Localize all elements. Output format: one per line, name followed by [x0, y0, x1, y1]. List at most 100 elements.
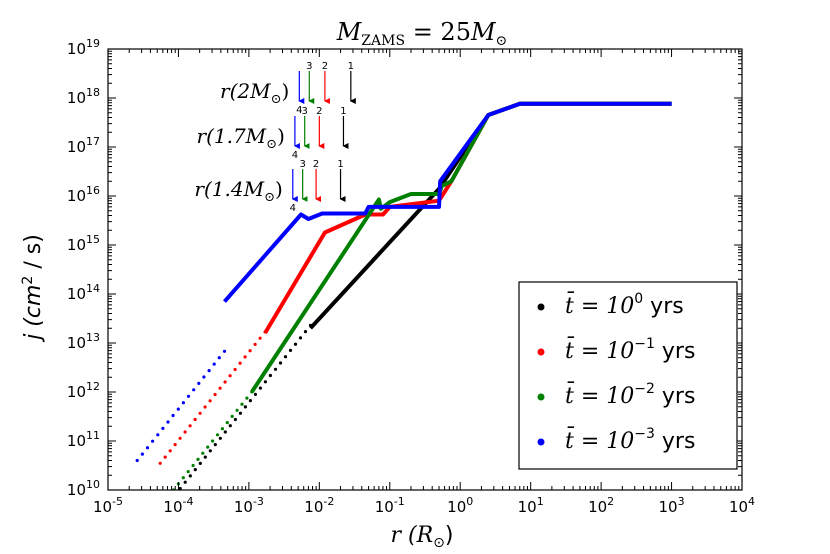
- legend-label: t̄ = 10−3 yrs: [565, 426, 695, 454]
- series-3-point: [202, 375, 206, 379]
- legend-label: t̄ = 10−2 yrs: [565, 381, 695, 409]
- radius-arrow-label: 3: [302, 106, 308, 117]
- series-3-point: [212, 362, 216, 366]
- series-0-point: [174, 493, 177, 496]
- x-tick-label: 10-2: [304, 495, 334, 516]
- x-tick-label: 103: [659, 495, 685, 516]
- series-0-point: [223, 430, 227, 434]
- series-1-point: [183, 430, 187, 434]
- series-3-point: [222, 349, 227, 353]
- series-3-point: [156, 433, 160, 437]
- series-2-point: [235, 408, 239, 412]
- plot-frame: [107, 48, 743, 491]
- x-tick-label: 104: [729, 495, 755, 516]
- series-1-point: [173, 443, 177, 447]
- series-2-point: [240, 402, 244, 406]
- y-tick-label: 1013: [67, 331, 100, 352]
- series-0-point: [298, 336, 303, 340]
- series-0-point: [228, 424, 232, 428]
- series-1-point: [203, 405, 207, 409]
- chart-title: MZAMS = 25M⊙: [336, 18, 508, 49]
- series-0-point: [248, 399, 252, 403]
- series-3-point: [186, 394, 191, 398]
- series-0-point: [303, 330, 308, 334]
- series-1-point: [188, 424, 192, 428]
- series-1-point: [218, 386, 222, 390]
- series-3-point: [151, 439, 155, 443]
- series-1-point: [158, 461, 162, 465]
- series-3-line: [222, 101, 672, 303]
- radius-arrow-label: 2: [322, 61, 328, 72]
- y-tick-label: 1016: [67, 184, 100, 205]
- plot-area: [135, 101, 672, 496]
- legend-marker: [537, 348, 545, 356]
- x-tick-label: 100: [447, 495, 473, 516]
- series-0-point: [203, 455, 207, 459]
- series-2-point: [196, 457, 200, 461]
- series-0-point: [178, 486, 182, 490]
- series-1-point: [213, 392, 217, 397]
- series-0-point: [208, 449, 212, 453]
- series-2-point: [230, 414, 234, 418]
- y-tick-label: 1014: [67, 282, 100, 303]
- radius-arrow-label: 4: [296, 105, 302, 116]
- radius-arrow-label: 1: [337, 159, 343, 170]
- series-0-point: [238, 411, 242, 415]
- y-tick-label: 1017: [67, 135, 100, 156]
- series-1-point: [223, 380, 227, 384]
- y-tick-label: 1019: [67, 37, 100, 58]
- series-3-point: [192, 388, 196, 392]
- series-0-point: [258, 386, 262, 390]
- series-1-point: [233, 367, 237, 372]
- series-3-point: [140, 452, 144, 456]
- series-2-point: [201, 451, 205, 455]
- radius-arrow-label: 4: [290, 203, 296, 214]
- legend-marker: [537, 393, 545, 401]
- x-axis-label: r (R⊙): [391, 523, 454, 551]
- series-3: [135, 101, 672, 463]
- y-tick-label: 1015: [67, 233, 100, 254]
- series-2-point: [186, 470, 190, 474]
- radius-arrow-label: 3: [306, 61, 312, 72]
- x-tick-label: 10-5: [93, 495, 123, 516]
- series-1-point: [168, 449, 172, 453]
- radius-annotation-0: 43 2 1r(2M⊙): [220, 61, 356, 116]
- series-0-point: [233, 417, 237, 422]
- series-0-point: [193, 468, 197, 472]
- series-3-point: [181, 401, 185, 405]
- series-3-point: [145, 446, 150, 450]
- series-3-point: [135, 458, 139, 463]
- axes: 10-5 10-4 10-3 10-2 10-1 100 101 102 103 104 1010 1…: [67, 37, 755, 516]
- series-3-point: [161, 426, 165, 430]
- series-0-point: [198, 461, 202, 465]
- series-0-point: [188, 474, 192, 478]
- y-tick-label: 1011: [67, 429, 100, 450]
- x-tick-label: 102: [588, 495, 614, 516]
- series-0-point: [268, 373, 272, 378]
- series-0-point: [283, 355, 288, 359]
- radius-arrow-label: 4: [292, 150, 298, 161]
- y-tick-label: 1018: [67, 86, 100, 107]
- radius-arrow-label: 1: [340, 106, 346, 117]
- series-3-point: [166, 420, 170, 424]
- series-0-point: [243, 405, 247, 409]
- series-1-point: [163, 455, 167, 459]
- series-1-point: [243, 355, 247, 359]
- legend-box: [518, 281, 738, 470]
- series-0-point: [278, 361, 283, 365]
- y-tick-label: 1012: [67, 380, 100, 401]
- radius-arrow-label: 1: [348, 61, 354, 72]
- series-0-point: [293, 342, 298, 346]
- series-0-point: [253, 392, 257, 396]
- series-1-point: [208, 399, 212, 403]
- series-1-point: [193, 417, 197, 422]
- series-3-point: [217, 356, 221, 360]
- legend: t̄ = 100 yrs t̄ = 10−1 yrs t̄ = 10−2 yrs t̄…: [518, 281, 738, 470]
- radius-arrow-label: 2: [316, 106, 322, 117]
- x-tick-label: 10-1: [375, 495, 405, 516]
- radius-arrow-label: 3: [299, 159, 305, 170]
- radius-annotation-label: r(1.4M⊙): [194, 177, 282, 205]
- x-tick-label: 10-4: [163, 495, 193, 516]
- legend-marker: [537, 438, 545, 446]
